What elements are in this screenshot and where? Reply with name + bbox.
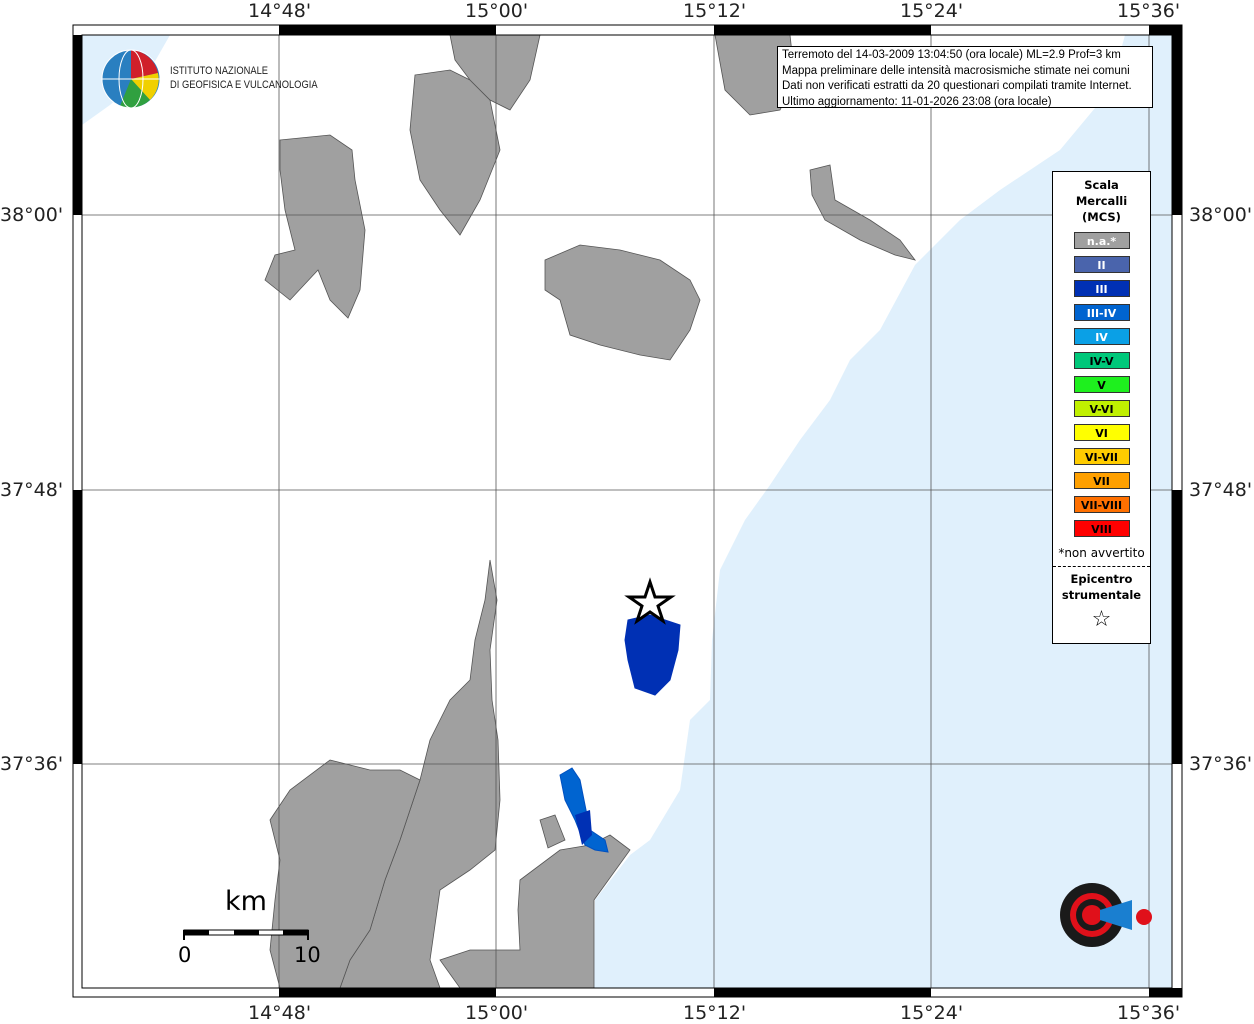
legend-swatch: VI xyxy=(1073,424,1130,441)
lat-label-right: 37°36' xyxy=(1189,753,1253,775)
ingv-logo xyxy=(100,48,162,114)
event-info-box: Terremoto del 14-03-2009 13:04:50 (ora l… xyxy=(777,46,1153,108)
lon-label-bottom: 15°24' xyxy=(900,1002,964,1024)
legend-swatch: n.a.* xyxy=(1073,232,1130,249)
legend-divider xyxy=(1053,566,1150,567)
map-frame xyxy=(72,24,1183,998)
lon-label-bottom: 15°36' xyxy=(1117,1002,1181,1024)
scale-start: 0 xyxy=(178,943,192,967)
lon-label-top: 14°48' xyxy=(248,0,312,22)
event-line: Terremoto del 14-03-2009 13:04:50 (ora l… xyxy=(782,49,1121,61)
legend-note: *non avvertito xyxy=(1058,546,1145,560)
legend-swatch: VII-VIII xyxy=(1073,496,1130,513)
lon-label-bottom: 15°12' xyxy=(683,1002,747,1024)
legend-swatch: IV-V xyxy=(1073,352,1130,369)
lon-label-bottom: 15°00' xyxy=(465,1002,529,1024)
ingv-logo-text: ISTITUTO NAZIONALE DI GEOFISICA E VULCANO… xyxy=(170,65,318,91)
lat-label-right: 37°48' xyxy=(1189,479,1253,501)
legend-swatch: III xyxy=(1073,280,1130,297)
legend-swatch: IV xyxy=(1073,328,1130,345)
lat-label-left: 37°36' xyxy=(0,753,64,775)
legend-swatch: III-IV xyxy=(1073,304,1130,321)
legend-swatch: V-VI xyxy=(1073,400,1130,417)
legend-title: Scala Mercalli (MCS) xyxy=(1075,178,1128,224)
lon-label-bottom: 14°48' xyxy=(248,1002,312,1024)
mercalli-legend: Scala Mercalli (MCS) n.a.* II III III-IV IV IV-… xyxy=(1052,171,1151,644)
intensity-III-IV-area xyxy=(559,767,609,853)
epicenter-legend-star-icon: ☆ xyxy=(1091,607,1112,632)
lat-label-left: 37°48' xyxy=(0,479,64,501)
legend-swatch: V xyxy=(1073,376,1130,393)
epicenter-label: Epicentro strumentale xyxy=(1061,572,1142,602)
legend-swatch: II xyxy=(1073,256,1130,273)
lon-label-top: 15°36' xyxy=(1117,0,1181,22)
legend-swatch: VII xyxy=(1073,472,1130,489)
scale-end: 10 xyxy=(294,943,321,967)
lat-label-left: 38°00' xyxy=(0,204,64,226)
lon-label-top: 15°12' xyxy=(683,0,747,22)
scale-bar xyxy=(183,929,309,940)
intensity-III-area xyxy=(624,614,681,696)
data-note: Dati non verificati estratti da 20 quest… xyxy=(782,80,1132,92)
scale-unit: km xyxy=(225,886,267,917)
intensity-III-area-south xyxy=(575,810,592,845)
last-update: Ultimo aggiornamento: 11-01-2026 23:08 (… xyxy=(782,95,1052,108)
sea xyxy=(594,35,1172,988)
lon-label-top: 15°00' xyxy=(465,0,529,22)
legend-swatch: VIII xyxy=(1073,520,1130,537)
epicenter-star-icon xyxy=(624,577,676,625)
lat-label-right: 38°00' xyxy=(1189,204,1253,226)
map-description: Mappa preliminare delle intensità macros… xyxy=(782,64,1130,77)
lon-label-top: 15°24' xyxy=(900,0,964,22)
hsit-logo xyxy=(1060,883,1152,947)
legend-swatch: VI-VII xyxy=(1073,448,1130,465)
